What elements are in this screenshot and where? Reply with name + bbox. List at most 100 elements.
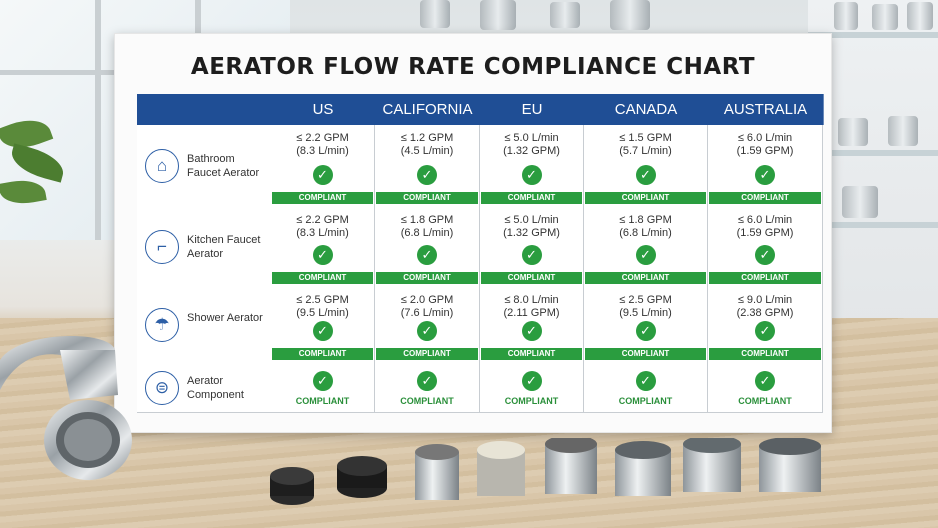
compliance-cell: ≤ 2.5 GPM (9.5 L/min) ✓ COMPLIANT bbox=[584, 287, 708, 364]
flow-limit-converted: (8.3 L/min) bbox=[296, 145, 349, 157]
compliant-badge: COMPLIANT bbox=[376, 192, 478, 204]
flow-limit: ≤ 5.0 L/min (1.32 GPM) bbox=[480, 132, 583, 158]
check-icon: ✓ bbox=[417, 165, 437, 185]
compliance-cell: ✓ COMPLIANT bbox=[708, 363, 823, 413]
flow-limit-primary: ≤ 6.0 L/min bbox=[737, 132, 793, 144]
column-header: CANADA bbox=[584, 94, 709, 125]
compliance-table: US CALIFORNIA EU CANADA AUSTRALIA ⌂ Bathroom F… bbox=[137, 94, 824, 413]
compliant-badge: COMPLIANT bbox=[709, 192, 821, 204]
shower-icon: ☂ bbox=[145, 308, 179, 342]
compliance-cell: ≤ 1.8 GPM (6.8 L/min) ✓ COMPLIANT bbox=[584, 207, 708, 288]
check-icon: ✓ bbox=[755, 371, 775, 391]
flow-limit-primary: ≤ 1.8 GPM bbox=[619, 214, 672, 226]
flow-limit-converted: (5.7 L/min) bbox=[619, 145, 672, 157]
compliance-cell: ≤ 9.0 L/min (2.38 GPM) ✓ COMPLIANT bbox=[708, 287, 823, 364]
flow-limit-converted: (1.32 GPM) bbox=[503, 227, 560, 239]
row-label: Kitchen Faucet Aerator bbox=[187, 234, 261, 260]
compliance-cell: ≤ 2.0 GPM (7.6 L/min) ✓ COMPLIANT bbox=[375, 287, 480, 364]
plant bbox=[0, 110, 70, 250]
compliance-cell: ≤ 1.8 GPM (6.8 L/min) ✓ COMPLIANT bbox=[375, 207, 480, 288]
compliant-badge: COMPLIANT bbox=[272, 192, 373, 204]
kitchen-faucet-icon: ⌐ bbox=[145, 230, 179, 264]
column-header: EU bbox=[480, 94, 585, 125]
check-icon: ✓ bbox=[417, 245, 437, 265]
check-icon: ✓ bbox=[635, 321, 656, 341]
flow-limit-primary: ≤ 2.5 GPM bbox=[296, 294, 349, 306]
flow-limit-primary: ≤ 2.5 GPM bbox=[619, 294, 672, 306]
flow-limit: ≤ 9.0 L/min (2.38 GPM) bbox=[708, 294, 822, 320]
check-icon: ✓ bbox=[417, 371, 437, 391]
check-icon: ✓ bbox=[755, 245, 775, 265]
check-icon: ✓ bbox=[312, 321, 333, 341]
compliant-badge: COMPLIANT bbox=[376, 272, 478, 284]
flow-limit-primary: ≤ 1.2 GPM bbox=[400, 132, 454, 144]
chart-title: AERATOR FLOW RATE COMPLIANCE CHART bbox=[190, 54, 756, 80]
faucet-icon: ⌂ bbox=[145, 149, 179, 183]
row-label: Aerator Component bbox=[187, 374, 244, 401]
flow-limit: ≤ 1.5 GPM (5.7 L/min) bbox=[584, 132, 707, 158]
check-icon: ✓ bbox=[521, 371, 542, 391]
compliance-cell: ≤ 5.0 L/min (1.32 GPM) ✓ COMPLIANT bbox=[480, 207, 584, 288]
compliant-badge: COMPLIANT bbox=[272, 348, 373, 360]
compliant-badge: COMPLIANT bbox=[709, 348, 821, 360]
flow-limit-primary: ≤ 5.0 L/min bbox=[504, 214, 559, 226]
flow-limit: ≤ 2.5 GPM (9.5 L/min) bbox=[271, 294, 374, 320]
flow-limit: ≤ 2.2 GPM (8.3 L/min) bbox=[271, 132, 374, 158]
compliance-chart-board: AERATOR FLOW RATE COMPLIANCE CHART US CAL… bbox=[114, 33, 832, 433]
flow-limit: ≤ 6.0 L/min (1.59 GPM) bbox=[708, 132, 822, 158]
column-header: AUSTRALIA bbox=[708, 94, 824, 125]
check-icon: ✓ bbox=[635, 165, 656, 185]
check-icon: ✓ bbox=[521, 165, 542, 185]
compliant-badge: COMPLIANT bbox=[481, 348, 582, 360]
column-header: US bbox=[271, 94, 376, 125]
compliant-badge: COMPLIANT bbox=[585, 272, 706, 284]
row-label-cell: ⌐ Kitchen Faucet Aerator bbox=[137, 207, 272, 288]
compliance-cell: ✓ COMPLIANT bbox=[480, 363, 584, 413]
column-header: CALIFORNIA bbox=[375, 94, 481, 125]
flow-limit-converted: (6.8 L/min) bbox=[400, 227, 454, 239]
compliant-label: COMPLIANT bbox=[295, 396, 350, 406]
flow-limit-converted: (9.5 L/min) bbox=[619, 307, 672, 319]
compliance-cell: ≤ 2.2 GPM (8.3 L/min) ✓ COMPLIANT bbox=[271, 125, 375, 208]
flow-limit: ≤ 1.8 GPM (6.8 L/min) bbox=[584, 214, 707, 240]
flow-limit-converted: (9.5 L/min) bbox=[296, 307, 349, 319]
flow-limit: ≤ 5.0 L/min (1.32 GPM) bbox=[480, 214, 583, 240]
compliance-cell: ✓ COMPLIANT bbox=[375, 363, 480, 413]
compliance-cell: ✓ COMPLIANT bbox=[271, 363, 375, 413]
flow-limit-converted: (7.6 L/min) bbox=[400, 307, 454, 319]
flow-limit: ≤ 1.8 GPM (6.8 L/min) bbox=[375, 214, 479, 240]
compliant-badge: COMPLIANT bbox=[376, 348, 478, 360]
check-icon: ✓ bbox=[417, 321, 437, 341]
compliance-cell: ≤ 6.0 L/min (1.59 GPM) ✓ COMPLIANT bbox=[708, 125, 823, 208]
compliant-badge: COMPLIANT bbox=[585, 348, 706, 360]
top-shelf-items bbox=[380, 0, 710, 32]
row-label-cell: ☂ Shower Aerator bbox=[137, 287, 272, 364]
row-label-cell: ⊜ Aerator Component bbox=[137, 363, 272, 413]
flow-limit-converted: (1.59 GPM) bbox=[736, 227, 794, 239]
flow-limit-primary: ≤ 2.0 GPM bbox=[400, 294, 454, 306]
compliant-badge: COMPLIANT bbox=[585, 192, 706, 204]
flow-limit-primary: ≤ 1.5 GPM bbox=[619, 132, 672, 144]
flow-limit: ≤ 2.0 GPM (7.6 L/min) bbox=[375, 294, 479, 320]
compliance-cell: ≤ 1.5 GPM (5.7 L/min) ✓ COMPLIANT bbox=[584, 125, 708, 208]
check-icon: ✓ bbox=[635, 371, 656, 391]
flow-limit-primary: ≤ 1.8 GPM bbox=[400, 214, 454, 226]
compliance-cell: ✓ COMPLIANT bbox=[584, 363, 708, 413]
compliant-label: COMPLIANT bbox=[504, 396, 559, 406]
flow-limit: ≤ 1.2 GPM (4.5 L/min) bbox=[375, 132, 479, 158]
compliance-cell: ≤ 2.2 GPM (8.3 L/min) ✓ COMPLIANT bbox=[271, 207, 375, 288]
flow-limit: ≤ 6.0 L/min (1.59 GPM) bbox=[708, 214, 822, 240]
compliant-badge: COMPLIANT bbox=[481, 192, 582, 204]
flow-limit-primary: ≤ 2.2 GPM bbox=[296, 214, 349, 226]
header-corner bbox=[137, 94, 272, 125]
flow-limit-converted: (2.38 GPM) bbox=[736, 307, 794, 319]
check-icon: ✓ bbox=[635, 245, 656, 265]
flow-limit: ≤ 2.5 GPM (9.5 L/min) bbox=[584, 294, 707, 320]
aerator-component-icon: ⊜ bbox=[145, 370, 179, 405]
check-icon: ✓ bbox=[755, 165, 775, 185]
compliant-label: COMPLIANT bbox=[738, 396, 792, 406]
flow-limit: ≤ 2.2 GPM (8.3 L/min) bbox=[271, 214, 374, 240]
flow-limit-converted: (6.8 L/min) bbox=[619, 227, 672, 239]
check-icon: ✓ bbox=[312, 371, 333, 391]
